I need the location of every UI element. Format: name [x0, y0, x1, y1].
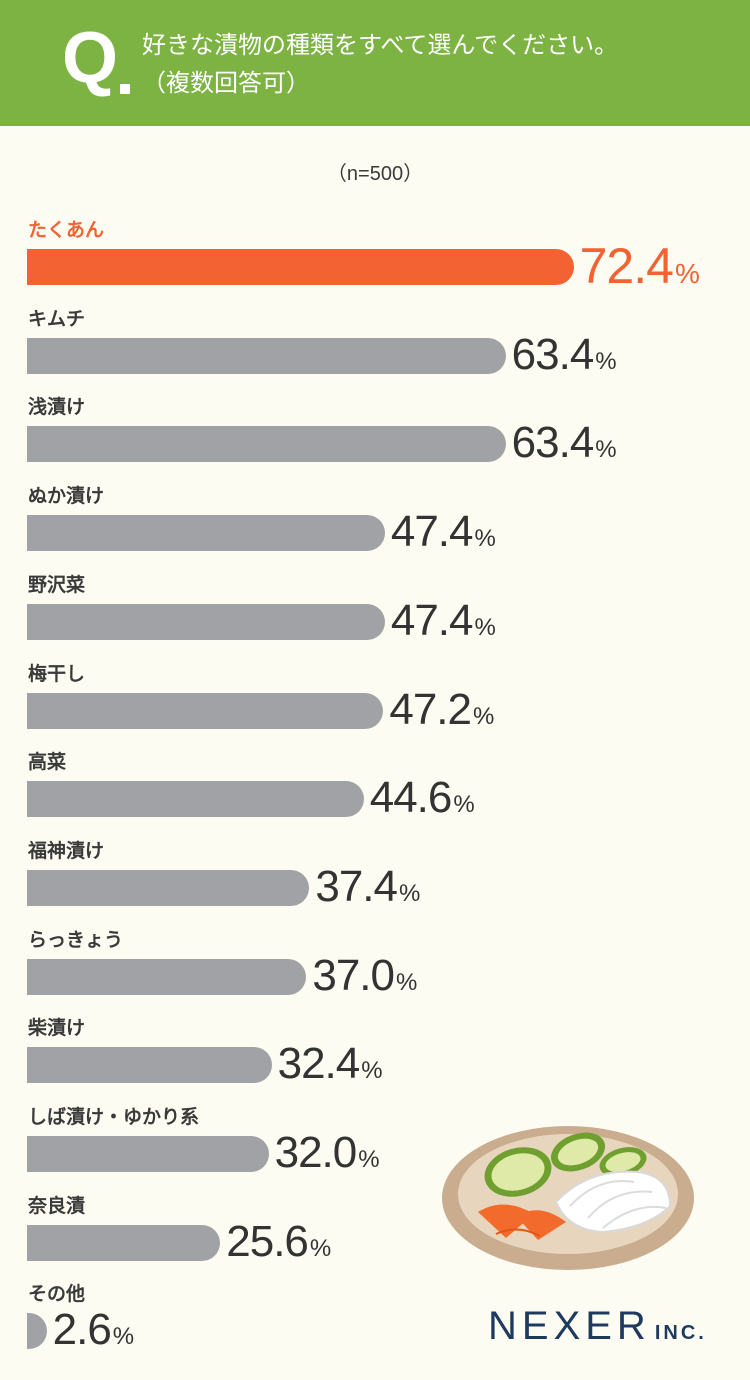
value-number: 63.4 [511, 418, 595, 468]
cucumber-slices [484, 1132, 647, 1197]
question-mark-dot [120, 84, 130, 94]
category-label: 梅干し [28, 662, 86, 685]
logo-suffix: INC. [654, 1322, 707, 1344]
category-label: しば漬け・ゆかり系 [28, 1106, 200, 1128]
value-unit: % [399, 879, 421, 907]
value-number: 72.4 [579, 238, 674, 294]
bar [27, 1047, 272, 1084]
value-unit: % [112, 1323, 135, 1351]
question-note: （複数回答可） [142, 69, 310, 97]
value-label: 47.4% [391, 507, 496, 557]
carrot-slices [478, 1204, 566, 1240]
value-number: 25.6 [226, 1216, 309, 1266]
value-label: 32.0% [275, 1128, 380, 1178]
value-number: 37.4 [315, 861, 398, 911]
bar [27, 249, 574, 285]
bar [27, 1224, 221, 1261]
bar [27, 781, 364, 818]
value-number: 32.0 [274, 1128, 358, 1177]
value-number: 2.6 [52, 1305, 112, 1355]
value-label: 44.6% [370, 773, 475, 823]
category-label: その他 [28, 1283, 86, 1306]
value-label: 2.6% [53, 1305, 135, 1355]
bar [27, 337, 506, 374]
bar [27, 958, 307, 995]
value-number: 47.4 [390, 507, 474, 557]
value-number: 47.4 [390, 595, 474, 645]
bar [27, 603, 385, 640]
category-label: 福神漬け [28, 839, 105, 862]
bar [27, 1136, 269, 1172]
value-unit: % [595, 436, 617, 464]
category-label: 高菜 [28, 751, 67, 774]
daikon-slices [554, 1170, 672, 1234]
value-number: 63.4 [511, 329, 595, 379]
category-label: 野沢菜 [28, 573, 86, 596]
value-unit: % [474, 525, 496, 553]
bar [27, 426, 506, 463]
value-label: 37.4% [315, 862, 420, 912]
value-unit: % [395, 968, 418, 996]
value-label: 63.4% [512, 330, 617, 380]
value-unit: % [473, 702, 495, 730]
logo-name: NEXER [488, 1304, 651, 1348]
value-unit: % [453, 791, 475, 819]
category-label: ぬか漬け [28, 485, 105, 508]
value-unit: % [309, 1234, 332, 1262]
value-unit: % [674, 258, 700, 289]
value-label: 32.4% [278, 1039, 383, 1089]
question-text: 好きな漬物の種類をすべて選んでください。 [142, 31, 619, 59]
value-number: 37.0 [312, 950, 395, 1000]
value-unit: % [474, 613, 496, 641]
pickles-plate-illustration [442, 1126, 694, 1270]
category-label: 浅漬け [28, 396, 86, 419]
bar [27, 1313, 47, 1350]
value-label: 47.4% [391, 596, 496, 646]
value-number: 44.6 [369, 773, 453, 823]
category-label: 柴漬け [28, 1017, 86, 1040]
category-label: 奈良漬 [28, 1194, 86, 1217]
bar [27, 692, 384, 729]
bar [27, 869, 310, 906]
category-label: キムチ [28, 307, 86, 330]
nexer-logo: NEXER INC. [488, 1304, 707, 1349]
value-label: 37.0% [312, 951, 417, 1001]
sample-size: （n=500） [326, 163, 424, 185]
category-label: らっきょう [28, 928, 124, 951]
bar [27, 515, 385, 552]
category-label: たくあん [28, 219, 105, 241]
value-unit: % [595, 347, 617, 375]
value-unit: % [361, 1057, 383, 1085]
value-number: 47.2 [389, 684, 472, 734]
value-unit: % [358, 1146, 380, 1173]
question-mark: Q [62, 18, 119, 98]
value-label: 47.2% [389, 685, 494, 735]
value-label: 63.4% [512, 418, 617, 468]
question-header: Q 好きな漬物の種類をすべて選んでください。 （複数回答可） [0, 0, 750, 126]
value-label: 72.4% [580, 237, 700, 295]
value-number: 32.4 [277, 1039, 361, 1089]
value-label: 25.6% [226, 1217, 331, 1267]
